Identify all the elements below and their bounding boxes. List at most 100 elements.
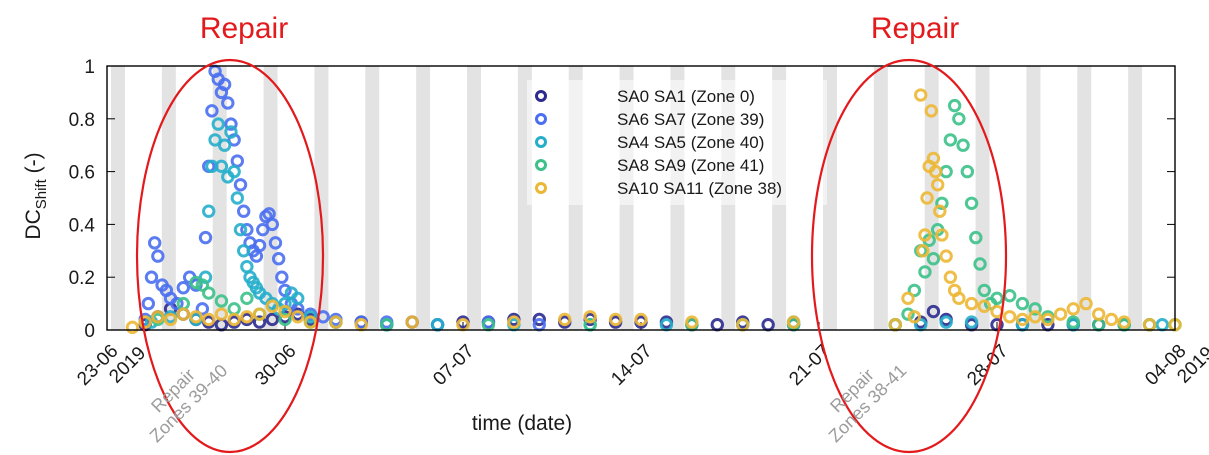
data-point <box>233 222 248 237</box>
data-point <box>303 310 318 324</box>
data-point <box>935 196 949 210</box>
data-point <box>252 238 267 253</box>
y-axis-label-main: DC <box>22 209 45 239</box>
legend-entry: SA4 SA5 (Zone 40) <box>617 133 764 152</box>
data-point <box>1041 312 1055 327</box>
data-point <box>939 249 953 263</box>
data-point <box>214 307 229 321</box>
data-point <box>405 315 419 329</box>
data-point <box>943 270 958 284</box>
data-point <box>924 104 939 118</box>
data-point <box>1028 310 1042 324</box>
legend-marker <box>535 90 547 102</box>
data-point <box>268 236 283 250</box>
y-tick-label: 1 <box>84 57 95 78</box>
y-tick-label: 0.4 <box>69 215 96 236</box>
series-4 <box>125 88 1182 335</box>
y-tick-label: 0.6 <box>69 163 95 184</box>
data-point <box>205 104 219 118</box>
data-point <box>939 164 953 179</box>
x-tick-label: 30-06 <box>251 341 300 390</box>
data-point <box>888 318 902 332</box>
data-point <box>935 228 949 242</box>
data-point <box>278 296 292 311</box>
x-tick-label: 04-082019 <box>1141 328 1209 405</box>
data-point <box>960 164 975 179</box>
data-point <box>151 249 165 263</box>
data-point <box>1142 318 1157 332</box>
data-point <box>291 310 305 324</box>
y-tick-label: 0 <box>84 321 95 342</box>
repair-title: Repair <box>200 12 288 45</box>
data-point <box>918 265 932 279</box>
data-point <box>265 312 279 327</box>
legend-marker <box>535 182 547 194</box>
y-tick-label: 0.8 <box>69 110 95 131</box>
data-point <box>195 302 210 316</box>
data-point <box>271 252 286 266</box>
x-tick-labels: 23-062019 30-06 07-07 14-07 21-07 28-07 04-082… <box>73 328 1209 405</box>
data-point <box>907 283 922 298</box>
data-point <box>964 315 979 329</box>
data-point <box>211 117 225 131</box>
data-point <box>227 312 241 327</box>
data-point <box>920 191 934 205</box>
data-point <box>202 286 216 300</box>
legend: SA0 SA1 (Zone 0) SA6 SA7 (Zone 39) SA4 SA5… <box>527 80 827 205</box>
legend-marker <box>535 136 547 148</box>
data-point <box>278 283 292 298</box>
data-point <box>278 312 292 327</box>
data-point <box>939 315 953 329</box>
repair-ellipse <box>810 58 1008 454</box>
repair-title: Repair <box>871 12 959 45</box>
y-axis-label: DCShift (-) <box>22 152 50 239</box>
legend-entry: SA6 SA7 (Zone 39) <box>617 110 764 129</box>
day-stripe <box>467 66 481 330</box>
data-point <box>907 310 922 324</box>
data-point <box>151 310 165 324</box>
data-point <box>125 320 140 335</box>
data-point <box>952 112 966 126</box>
data-point <box>202 312 216 327</box>
data-point <box>710 318 724 332</box>
data-point <box>1015 296 1030 311</box>
data-point <box>930 178 945 192</box>
data-point <box>198 230 213 245</box>
data-point <box>1104 312 1119 327</box>
data-point <box>1066 302 1080 316</box>
data-point <box>928 164 943 179</box>
data-point <box>291 291 305 306</box>
x-tick-label-line: 14-07 <box>607 341 656 390</box>
data-point <box>969 230 983 245</box>
data-point <box>144 270 159 284</box>
legend-entry: SA10 SA11 (Zone 38) <box>617 179 782 198</box>
data-point <box>952 291 966 306</box>
data-point <box>430 318 445 332</box>
data-point <box>1092 307 1106 321</box>
data-point <box>943 133 958 147</box>
data-point <box>217 138 232 152</box>
data-point <box>964 296 979 311</box>
data-point <box>189 310 203 324</box>
data-point <box>1092 318 1106 332</box>
x-axis-label: time (date) <box>472 412 572 435</box>
data-point <box>275 270 289 284</box>
legend-background <box>527 80 827 205</box>
data-point <box>507 315 521 329</box>
data-point <box>265 217 279 232</box>
data-point <box>916 244 930 258</box>
data-point <box>176 307 190 321</box>
x-tick-label: 21-07 <box>785 341 834 390</box>
data-point <box>147 236 162 250</box>
data-point <box>918 228 932 242</box>
day-stripe <box>416 66 431 330</box>
data-point <box>240 291 254 306</box>
data-point <box>973 257 987 271</box>
legend-entry: SA0 SA1 (Zone 0) <box>617 87 755 106</box>
data-point <box>141 296 156 311</box>
x-tick-label: 07-07 <box>429 341 478 390</box>
data-point <box>761 318 775 332</box>
legend-marker <box>535 113 547 125</box>
data-point <box>138 315 152 329</box>
